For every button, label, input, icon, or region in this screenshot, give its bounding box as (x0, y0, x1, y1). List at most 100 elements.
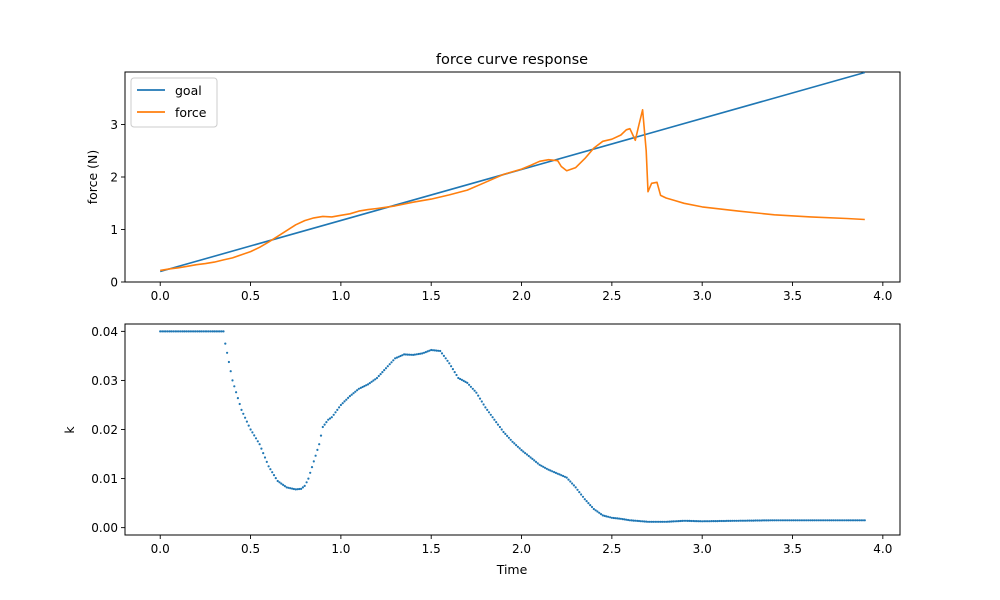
k-point (574, 486, 577, 489)
k-point (240, 408, 243, 411)
y-tick-label: 0.00 (91, 521, 118, 535)
k-point (375, 376, 379, 380)
k-point (652, 520, 655, 523)
k-point (781, 519, 784, 522)
k-point (714, 520, 717, 523)
k-point (675, 520, 679, 523)
k-point (433, 349, 436, 352)
k-point (773, 519, 776, 522)
k-point (175, 330, 179, 333)
k-point (623, 518, 626, 521)
k-point (800, 519, 803, 522)
k-point (348, 395, 351, 398)
k-point (412, 353, 415, 356)
k-point (571, 482, 574, 485)
k-point (200, 330, 203, 333)
k-point (289, 487, 292, 490)
y-tick-label: 0.01 (91, 472, 118, 486)
k-point (832, 519, 835, 522)
k-point (852, 519, 856, 522)
k-point (553, 471, 556, 474)
plot-area-bottom (124, 323, 901, 536)
k-point (312, 460, 315, 463)
x-tick-label: 3.0 (693, 542, 712, 556)
k-point (727, 519, 730, 523)
k-point (327, 418, 330, 421)
k-point (704, 520, 708, 523)
k-point (516, 445, 520, 448)
k-point (253, 434, 256, 437)
k-point (650, 520, 653, 523)
k-point (222, 330, 225, 333)
k-point (686, 519, 689, 523)
k-point (341, 402, 344, 405)
k-point (790, 519, 793, 522)
k-point (634, 519, 637, 522)
k-point (388, 363, 391, 366)
k-point (394, 357, 397, 360)
k-point (506, 434, 509, 437)
k-point (332, 413, 335, 416)
k-point (466, 381, 469, 384)
legend: goal force (130, 77, 218, 128)
k-point (310, 466, 314, 469)
k-point (298, 487, 301, 491)
k-point (542, 465, 545, 468)
k-point (415, 353, 418, 356)
k-point (599, 513, 603, 516)
k-point (330, 416, 333, 419)
k-point (363, 385, 366, 388)
k-point (359, 386, 362, 389)
k-point (314, 454, 317, 457)
k-point (189, 330, 192, 333)
k-point (283, 485, 286, 488)
x-tick-label: 3.5 (783, 289, 802, 303)
k-point (334, 411, 337, 414)
k-point (572, 484, 576, 487)
k-point (386, 365, 389, 368)
k-point (585, 500, 588, 503)
k-point (815, 519, 818, 522)
k-point (265, 460, 268, 463)
k-point (486, 408, 489, 411)
k-point (760, 519, 763, 522)
x-tick-label: 1.0 (331, 289, 350, 303)
k-point (233, 385, 236, 388)
k-point (305, 481, 308, 484)
k-point (285, 486, 288, 489)
k-point (665, 520, 668, 523)
y-tick-label: 3 (110, 118, 118, 132)
k-point (504, 432, 507, 435)
k-point (249, 428, 252, 431)
k-point (296, 488, 299, 491)
k-point (655, 520, 659, 523)
k-point (172, 330, 175, 333)
k-point (677, 520, 680, 523)
k-point (834, 519, 837, 522)
k-point (562, 474, 565, 478)
k-point (750, 519, 753, 522)
k-point (637, 519, 641, 523)
k-point (307, 477, 310, 480)
k-point (198, 330, 201, 333)
k-point (630, 519, 633, 522)
k-point (792, 519, 795, 522)
k-point (648, 520, 651, 523)
k-point (301, 486, 304, 489)
k-point (756, 519, 759, 522)
k-point (569, 480, 572, 483)
k-point (784, 519, 788, 522)
k-point (621, 518, 624, 521)
k-point (813, 519, 816, 522)
k-point (404, 353, 407, 356)
k-point (303, 484, 306, 487)
k-point (272, 474, 276, 477)
k-point (370, 380, 373, 383)
x-tick-label: 3.5 (783, 542, 802, 556)
k-point (267, 465, 270, 468)
k-point (207, 330, 210, 333)
chart-title: force curve response (436, 52, 588, 68)
k-point (549, 469, 552, 472)
k-point (424, 351, 427, 354)
k-point (782, 519, 786, 522)
